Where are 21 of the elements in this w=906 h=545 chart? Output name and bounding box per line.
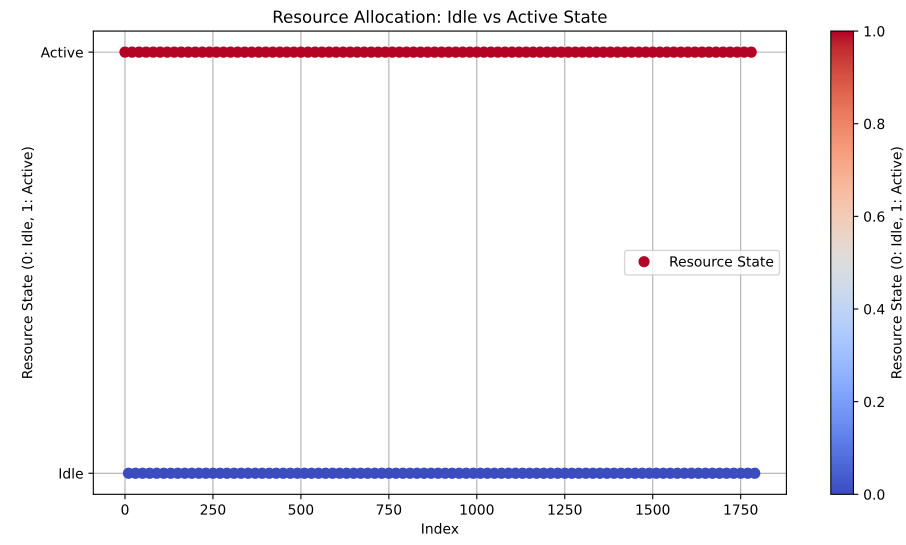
color-bar-label: 0.6 (864, 211, 884, 222)
color-bar-label: 0.0 (864, 489, 884, 500)
text: Active (40, 46, 83, 58)
x-tick-label: 1500 (636, 504, 670, 515)
x-tick-label: 0 (121, 504, 128, 515)
color-bar-label: 0.4 (864, 304, 884, 314)
x-tick-label: 1000 (460, 504, 494, 515)
color-bar-label: 1.0 (864, 26, 884, 37)
legend-label: Resource State (670, 256, 774, 267)
x-axis-title: Index (422, 523, 459, 534)
x-tick-label: 250 (200, 504, 226, 515)
x-tick-label: 1750 (724, 504, 758, 515)
color-bar-title: Resource State (0: Idle, 1: Active) (890, 147, 904, 378)
chart-title: Resource Allocation: Idle vs Active State (274, 10, 607, 23)
y-axis-title: Resource State (0: Idle, 1: Active) (22, 147, 34, 378)
x-tick-label: 1250 (548, 504, 582, 515)
color-bar-label: 0.2 (864, 396, 884, 408)
color-bar-label: 0.8 (864, 118, 884, 130)
x-tick-label: 500 (288, 504, 314, 515)
x-tick-label: 750 (376, 504, 402, 515)
text: Idle (60, 468, 83, 479)
